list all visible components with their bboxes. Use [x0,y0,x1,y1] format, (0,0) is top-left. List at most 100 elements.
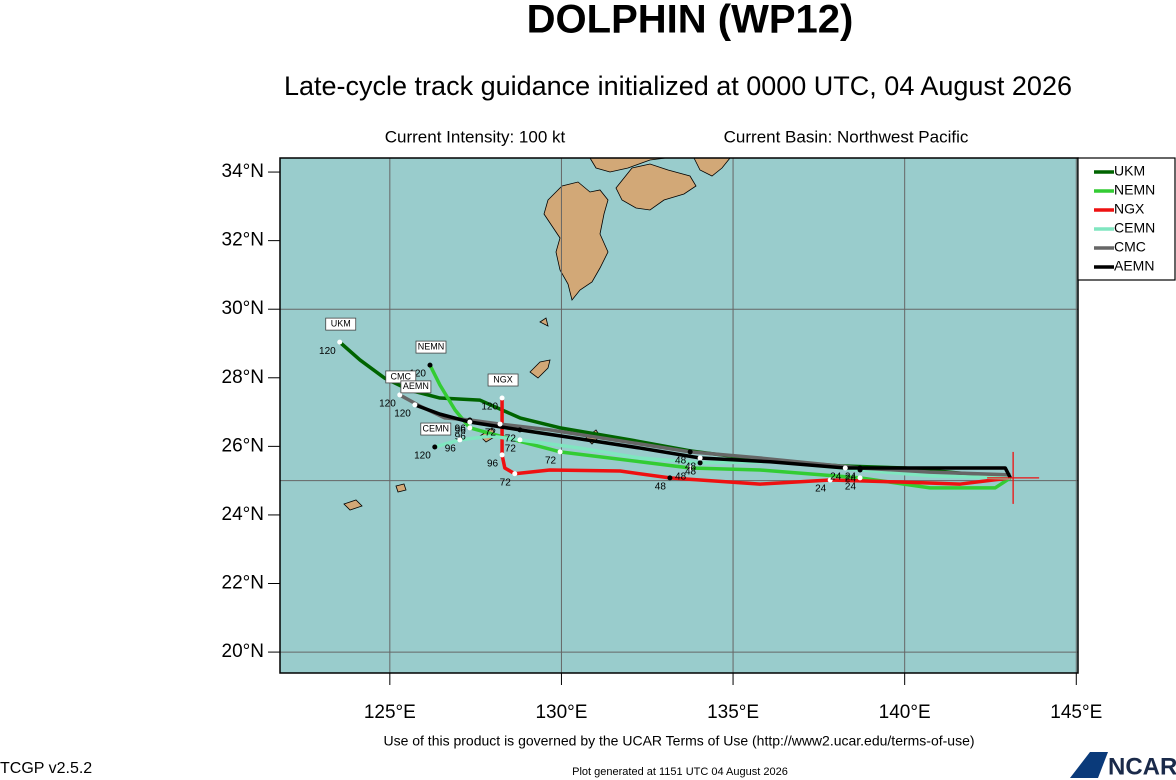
ocean [280,158,1078,673]
track-point [687,449,693,455]
hour-label: 24 [815,484,827,495]
track-point [467,425,473,431]
hour-label: 48 [675,455,687,466]
track-point [517,427,523,433]
track-point [512,471,518,477]
track-point [427,362,433,368]
hour-label: 72 [505,434,517,445]
y-tick-label: 32°N [222,230,264,251]
y-tick-label: 24°N [222,504,264,525]
x-tick-label: 130°E [535,702,587,723]
track [414,403,1012,479]
hour-label: 24 [845,482,857,493]
y-tick-label: 28°N [222,367,264,388]
y-tick-label: 34°N [222,161,264,182]
track-point [517,437,523,443]
x-tick-label: 145°E [1050,702,1102,723]
basin: Current Basin: Northwest Pacific [724,127,969,146]
legend-label: AEMN [1114,258,1154,274]
track-point [499,395,505,401]
hour-label: 96 [455,426,467,437]
footer: Use of this product is governed by the U… [383,733,974,749]
track-point [497,421,503,427]
legend-label: CMC [1114,239,1146,255]
hour-label: 120 [481,402,498,413]
hour-label: 96 [455,431,467,442]
tracks: 120UKM24487296120NEMN24487296120NGX24487… [319,317,1040,504]
hour-label: 72 [505,443,517,454]
track-point [467,419,473,425]
hour-label: 120 [379,399,396,410]
y-tick-label: 30°N [222,298,264,319]
intensity: Current Intensity: 100 kt [385,127,566,146]
map [280,157,1078,673]
logo-mark [1070,752,1108,778]
track-point [337,339,343,345]
model-label-box [420,422,452,436]
hour-label: 48 [675,472,687,483]
land [543,181,609,301]
track-point [412,402,418,408]
hour-label: 120 [409,369,426,380]
version: TCGP v2.5.2 [0,760,92,777]
legend-label: NEMN [1114,182,1155,198]
legend-label: CEMN [1114,220,1155,236]
track-point [667,475,673,481]
legend-label: UKM [1114,163,1145,179]
track-point [687,465,693,471]
legend-entries: UKM NEMN NGX CEMN CMC AEMN [1094,163,1155,274]
x-tick-label: 135°E [707,702,759,723]
hour-label: 96 [445,443,457,454]
model-label: NGX [493,374,513,384]
chart-subtitle: Late-cycle track guidance initialized at… [284,71,1072,101]
hour-label: 96 [487,459,499,470]
hour-label: 120 [319,346,336,357]
land [343,499,363,511]
track-point [857,475,863,481]
model-label: AEMN [403,381,429,391]
plot-frame [279,157,1079,674]
track [428,364,1012,490]
hour-label: 48 [685,462,697,473]
hour-label: 48 [685,466,697,477]
model-label-box [400,380,432,394]
logo: NCAR [1108,753,1176,780]
model-label-box [415,340,447,354]
legend-label: NGX [1114,201,1145,217]
hour-label: 48 [655,482,667,493]
track-point [857,465,863,471]
land [529,359,551,379]
hour-label: 96 [455,424,467,435]
track-point [697,455,703,461]
axes: 125°E 130°E 135°E 140°E 145°E 20°N 22°N 24°N 26°… [222,161,1103,723]
model-label: CEMN [423,423,450,433]
model-label-box [325,317,357,331]
track [434,434,1011,480]
track-point [557,449,563,455]
track-point [827,477,833,483]
generated: Plot generated at 1151 UTC 04 August 202… [572,766,788,778]
hour-label: 72 [545,455,557,466]
y-tick-label: 26°N [222,435,264,456]
land [395,483,407,493]
hour-label: 120 [394,409,411,420]
land [539,317,549,327]
model-label: CMC [391,371,412,381]
model-label-box [487,373,519,387]
legend [1077,157,1176,281]
model-label: UKM [331,318,351,328]
track-point [697,460,703,466]
hour-label: 24 [845,472,857,483]
model-label: NEMN [418,341,445,351]
y-tick-label: 22°N [222,573,264,594]
hour-label: 72 [500,477,512,488]
land [615,163,697,211]
track-point [397,392,403,398]
hour-label: 120 [414,451,431,462]
x-tick-label: 125°E [364,702,416,723]
grid [280,158,1078,673]
chart-title: DOLPHIN (WP12) [527,0,854,42]
hour-label: 72 [485,428,497,439]
hour-label: 24 [830,472,842,483]
